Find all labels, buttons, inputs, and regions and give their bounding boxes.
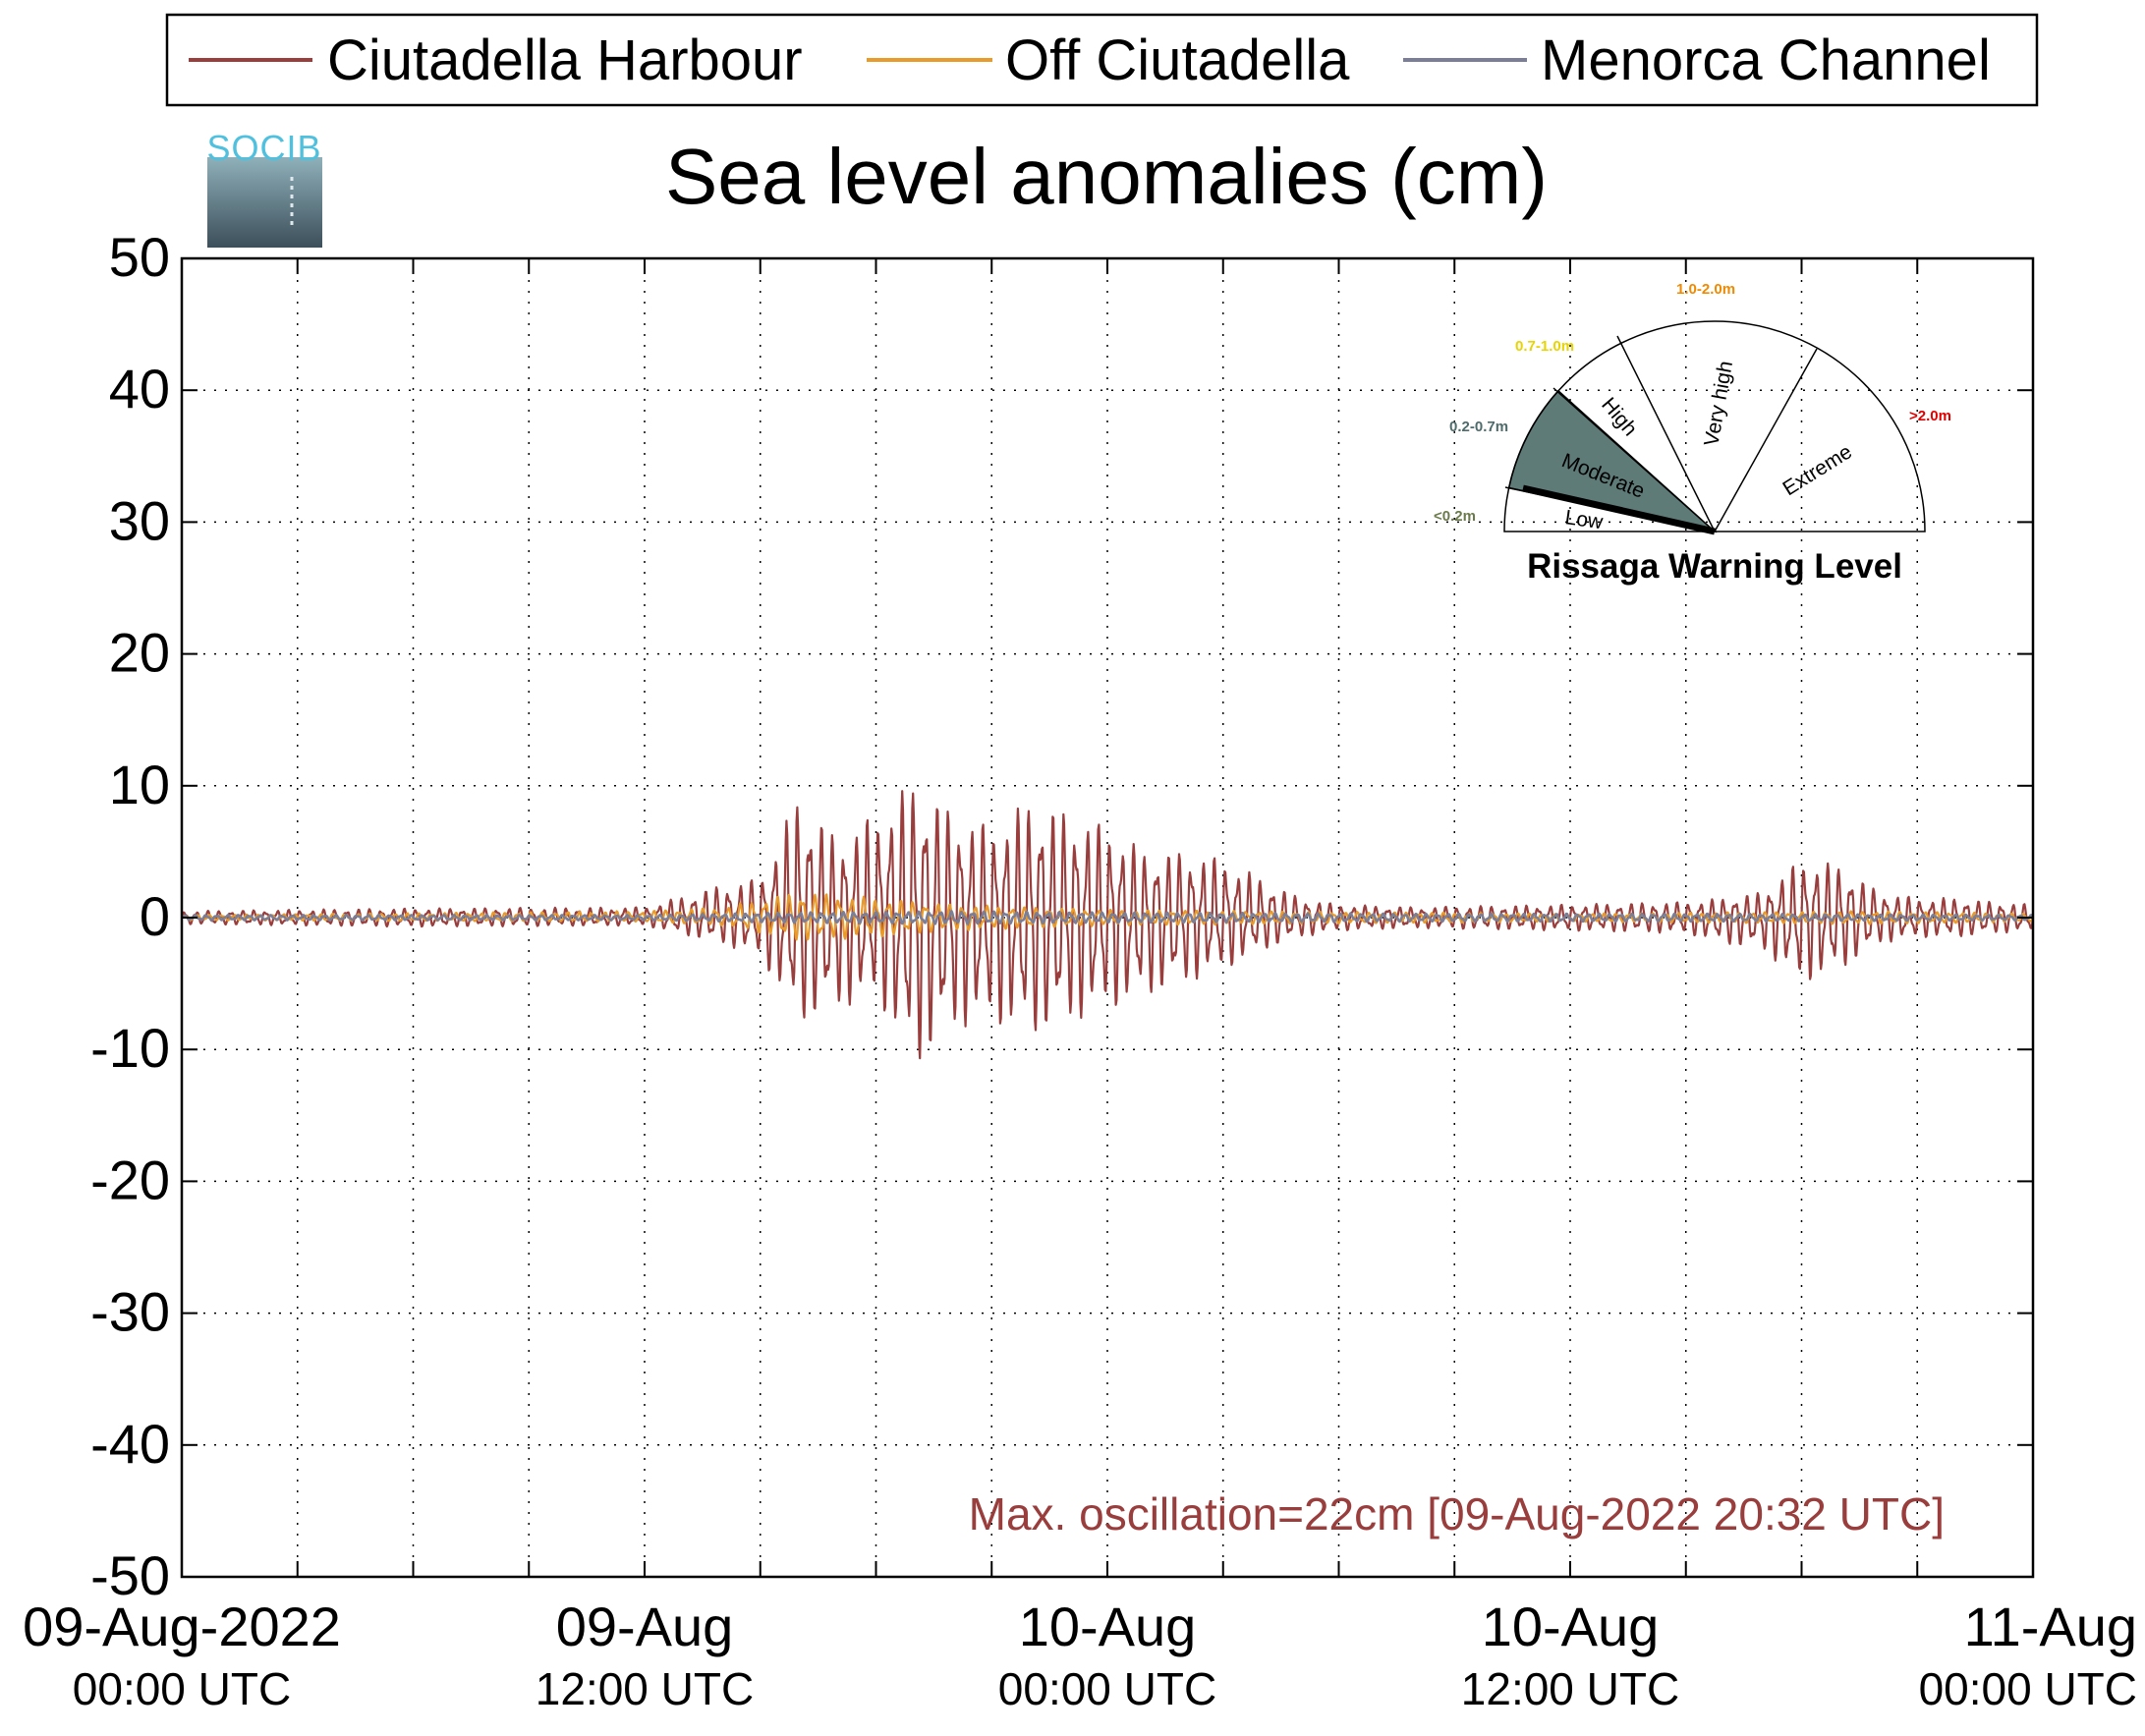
- y-tick-label: -30: [90, 1281, 170, 1343]
- gauge-range-high: 0.7-1.0m: [1515, 338, 1574, 355]
- gauge-needle: [1522, 484, 1716, 535]
- gauge-outline: [1503, 320, 1926, 532]
- x-axis-labels: 09-Aug-2022 00:00 UTC 09-Aug 12:00 UTC 10-Au…: [23, 1596, 2137, 1714]
- legend-label-menorca-channel: Menorca Channel: [1541, 28, 1991, 92]
- y-axis-labels: 50 40 30 20 10 0 -10 -20 -30 -40 -50: [90, 226, 170, 1606]
- x-tick-label-time: 00:00 UTC: [73, 1663, 291, 1714]
- series-line-menorca-channel: [181, 910, 2035, 925]
- max-oscillation-annotation: Max. oscillation=22cm [09-Aug-2022 20:32…: [969, 1488, 1945, 1540]
- x-tick-label-date: 09-Aug: [556, 1596, 734, 1657]
- gauge-label-extreme: Extreme: [1778, 440, 1855, 500]
- x-tick-label-time: 00:00 UTC: [998, 1663, 1216, 1714]
- chart-title: Sea level anomalies (cm): [665, 133, 1548, 220]
- x-tick-label-time: 12:00 UTC: [536, 1663, 754, 1714]
- x-tick-label-date: 11-Aug: [1964, 1596, 2137, 1657]
- gauge-divider-2: [1552, 387, 1716, 532]
- gauge-label-very-high: Very high: [1700, 360, 1737, 448]
- logo-text: SOCIB: [206, 128, 321, 168]
- gauge-divider-4: [1714, 348, 1818, 532]
- x-tick-label-time: 12:00 UTC: [1461, 1663, 1679, 1714]
- y-tick-label: -40: [90, 1413, 170, 1475]
- plot-frame: [180, 256, 2035, 1579]
- socib-logo: SOCIB: [206, 128, 322, 248]
- y-tick-label: 20: [109, 622, 170, 684]
- gauge-range-moderate: 0.2-0.7m: [1449, 419, 1508, 435]
- series-layer: [180, 790, 2035, 1060]
- gauge-range-low: <0.2m: [1434, 508, 1476, 525]
- gauge-title: Rissaga Warning Level: [1527, 547, 1902, 586]
- y-tick-label: -50: [90, 1544, 170, 1606]
- y-tick-label: 0: [140, 885, 170, 947]
- y-tick-label: 30: [109, 489, 170, 551]
- y-tick-label: 40: [109, 358, 170, 420]
- y-tick-label: -10: [90, 1017, 170, 1079]
- plot-area: [180, 256, 2035, 1579]
- x-tick-label-date: 09-Aug-2022: [23, 1596, 341, 1657]
- y-tick-label: -20: [90, 1148, 170, 1210]
- gauge-range-very-high: 1.0-2.0m: [1676, 281, 1735, 298]
- x-tick-label-time: 00:00 UTC: [1919, 1663, 2137, 1714]
- gauge-divider-3: [1616, 335, 1716, 532]
- legend-label-ciutadella-harbour: Ciutadella Harbour: [327, 28, 803, 92]
- legend: Ciutadella Harbour Off Ciutadella Menorc…: [165, 13, 2039, 107]
- y-tick-label: 10: [109, 754, 170, 815]
- rissaga-warning-gauge: Low Moderate High Very high Extreme <0.2…: [1434, 281, 1951, 586]
- legend-label-off-ciutadella: Off Ciutadella: [1005, 28, 1350, 92]
- gauge-range-extreme: >2.0m: [1909, 408, 1951, 424]
- x-tick-label-date: 10-Aug: [1019, 1596, 1197, 1657]
- y-tick-label: 50: [109, 226, 170, 288]
- x-tick-label-date: 10-Aug: [1482, 1596, 1660, 1657]
- gauge-label-low: Low: [1563, 506, 1605, 533]
- legend-box: [165, 13, 2039, 107]
